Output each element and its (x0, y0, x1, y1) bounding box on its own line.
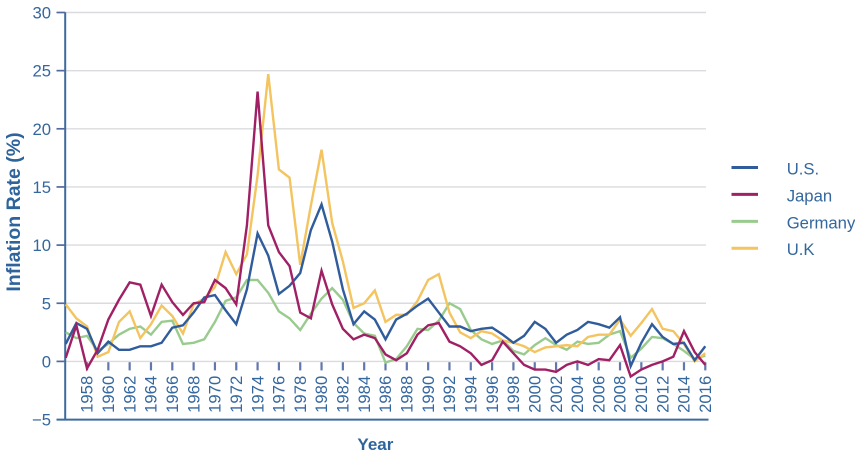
svg-text:1966: 1966 (163, 376, 182, 413)
svg-text:10: 10 (32, 236, 51, 255)
svg-text:2008: 2008 (611, 376, 630, 413)
svg-text:1982: 1982 (334, 376, 353, 413)
svg-text:2014: 2014 (675, 376, 694, 413)
svg-text:1958: 1958 (78, 376, 97, 413)
svg-text:1990: 1990 (419, 376, 438, 413)
svg-text:1972: 1972 (227, 376, 246, 413)
svg-text:1976: 1976 (270, 376, 289, 413)
svg-text:2012: 2012 (653, 376, 672, 413)
svg-text:5: 5 (42, 294, 51, 313)
svg-text:1978: 1978 (291, 376, 310, 413)
svg-text:Germany: Germany (787, 213, 855, 232)
svg-text:U.S.: U.S. (787, 159, 819, 178)
svg-text:2006: 2006 (589, 376, 608, 413)
svg-text:1992: 1992 (440, 376, 459, 413)
svg-text:Japan: Japan (787, 186, 832, 205)
svg-text:Year: Year (357, 435, 393, 454)
svg-text:−5: −5 (32, 411, 51, 430)
svg-text:1994: 1994 (461, 376, 480, 413)
svg-text:U.K: U.K (787, 240, 815, 259)
svg-text:1964: 1964 (142, 376, 161, 413)
svg-text:2004: 2004 (568, 376, 587, 413)
svg-text:1970: 1970 (206, 376, 225, 413)
svg-text:1962: 1962 (120, 376, 139, 413)
svg-text:25: 25 (32, 62, 51, 81)
svg-text:2016: 2016 (696, 376, 715, 413)
svg-text:2002: 2002 (547, 376, 566, 413)
svg-text:15: 15 (32, 178, 51, 197)
svg-text:1974: 1974 (248, 376, 267, 413)
svg-text:0: 0 (42, 352, 51, 371)
svg-text:1986: 1986 (376, 376, 395, 413)
svg-text:2000: 2000 (525, 376, 544, 413)
svg-text:1988: 1988 (398, 376, 417, 413)
svg-text:1984: 1984 (355, 376, 374, 413)
svg-text:1996: 1996 (483, 376, 502, 413)
svg-text:20: 20 (32, 120, 51, 139)
svg-text:Inflation Rate (%): Inflation Rate (%) (3, 132, 25, 291)
svg-text:1998: 1998 (504, 376, 523, 413)
svg-text:1968: 1968 (184, 376, 203, 413)
svg-text:2010: 2010 (632, 376, 651, 413)
svg-text:30: 30 (32, 4, 51, 23)
svg-text:1980: 1980 (312, 376, 331, 413)
svg-text:1960: 1960 (99, 376, 118, 413)
